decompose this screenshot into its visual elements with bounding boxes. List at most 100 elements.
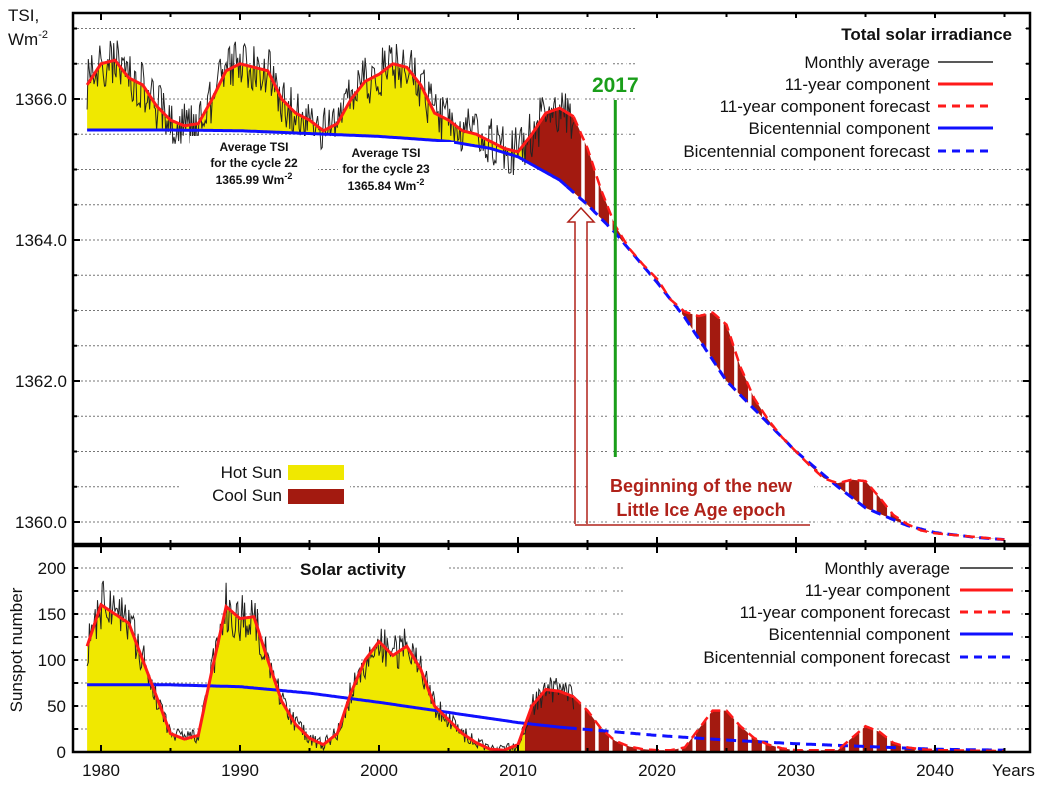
hot-cool-legend: Hot Sun Cool Sun — [180, 458, 350, 508]
tsi-ytick-label: 1360.0 — [15, 513, 67, 532]
tsi-forecast-stripe — [998, 13, 1002, 544]
tsi-legend: Total solar irradiance Monthly average 11… — [640, 18, 1025, 164]
tsi-forecast-stripe — [831, 13, 835, 544]
xtick-label: 2030 — [777, 761, 815, 780]
lia-label-line1: Beginning of the new — [610, 476, 793, 496]
tsi-forecast-stripe — [970, 13, 974, 544]
tsi-forecast-stripe — [622, 13, 627, 544]
tsi-ylabel-line2: Wm-2 — [8, 29, 48, 49]
hot-sun-label: Hot Sun — [221, 463, 282, 482]
legend-label: 11-year component forecast — [740, 603, 951, 622]
sunspot-eleven-year-line — [85, 602, 575, 752]
sunspot-forecast-stripe — [622, 546, 627, 752]
tsi-ytick-label: 1362.0 — [15, 372, 67, 391]
tsi-forecast-stripe — [664, 13, 669, 544]
tsi-bicentennial-line — [87, 128, 568, 188]
cycle23-value: 1365.84 Wm-2 — [348, 177, 425, 193]
tsi-forecast-stripe — [775, 13, 780, 544]
tsi-forecast-stripe — [609, 13, 613, 544]
sunspot-bicentennial-forecast-line — [566, 726, 1005, 752]
legend-label: Monthly average — [824, 559, 950, 578]
tsi-forecast-stripe — [720, 13, 724, 544]
tsi-forecast-stripe — [803, 13, 808, 544]
tsi-forecast-stripe — [789, 13, 794, 544]
xtick-label: 2020 — [638, 761, 676, 780]
legend-label: Bicentennial component — [749, 119, 931, 138]
sunspot-forecast-stripe — [595, 546, 599, 752]
cool-sun-swatch — [288, 489, 344, 504]
sunspot-ytick-label: 50 — [47, 697, 66, 716]
x-axis-label: Years — [992, 761, 1035, 780]
tsi-forecast-stripe — [887, 13, 891, 544]
tsi-plot-area — [85, 13, 1016, 544]
cycle22-line2: for the cycle 22 — [210, 156, 298, 170]
sunspot-title: Solar activity — [300, 560, 406, 579]
tsi-eleven-year-line — [85, 58, 575, 154]
cycle22-value: 1365.99 Wm-2 — [216, 171, 293, 187]
lia-arrow — [566, 206, 814, 526]
xtick-label: 2000 — [360, 761, 398, 780]
tsi-monthly-average-line — [86, 40, 575, 176]
cycle23-line1: Average TSI — [352, 146, 421, 160]
sunspot-forecast-stripe — [581, 546, 585, 752]
sunspot-ytick-label: 0 — [57, 743, 66, 762]
sunspot-ylabel: Sunspot number — [7, 587, 26, 712]
tsi-ytick-label: 1364.0 — [15, 231, 67, 250]
legend-label: Bicentennial component forecast — [683, 142, 930, 161]
tsi-frame — [71, 11, 1032, 546]
sunspot-hot-sun-fill — [87, 604, 525, 752]
tsi-forecast-stripe — [914, 13, 919, 544]
tsi-forecast-stripe — [928, 13, 933, 544]
tsi-forecast-stripe — [1012, 13, 1016, 544]
tsi-title: Total solar irradiance — [841, 25, 1012, 44]
sunspot-ytick-label: 200 — [38, 559, 66, 578]
sunspot-bicentennial-line — [87, 683, 567, 730]
tsi-forecast-stripe — [748, 13, 752, 544]
tsi-forecast-stripe — [761, 13, 766, 544]
sunspot-forecast-stripe — [609, 546, 613, 752]
tsi-forecast-stripe — [845, 13, 849, 544]
tsi-forecast-stripe — [873, 13, 877, 544]
tsi-forecast-stripe — [595, 13, 599, 544]
lia-label-line2: Little Ice Age epoch — [616, 500, 785, 520]
sunspot-legend: Solar activity Monthly average 11-year co… — [292, 557, 1020, 669]
legend-label: 11-year component — [785, 75, 930, 94]
tsi-forecast-stripe — [650, 13, 655, 544]
sunspot-frame — [71, 544, 1032, 754]
tsi-forecast-stripe — [678, 13, 683, 544]
tsi-forecast-stripe — [942, 13, 947, 544]
cycle22-line1: Average TSI — [220, 140, 289, 154]
xtick-label: 2040 — [916, 761, 954, 780]
tsi-forecast-stripe — [692, 13, 696, 544]
tsi-forecast-stripe — [734, 13, 738, 544]
cycle23-annotation: Average TSI for the cycle 23 1365.84 Wm-… — [338, 142, 454, 194]
tsi-eleven-year-forecast-line — [572, 116, 1005, 541]
tsi-forecast-stripe — [984, 13, 988, 544]
cycle22-annotation: Average TSI for the cycle 22 1365.99 Wm-… — [190, 136, 318, 188]
legend-label: Monthly average — [804, 53, 930, 72]
cool-sun-label: Cool Sun — [212, 486, 282, 505]
xtick-label: 1980 — [82, 761, 120, 780]
legend-label: 11-year component — [805, 581, 950, 600]
tsi-forecast-stripe — [859, 13, 863, 544]
tsi-ytick-label: 1366.0 — [15, 90, 67, 109]
tsi-ylabel-line1: TSI, — [8, 6, 39, 25]
cycle23-line2: for the cycle 23 — [342, 162, 430, 176]
tsi-forecast-stripe — [900, 13, 905, 544]
tsi-forecast-stripe — [956, 13, 961, 544]
legend-label: 11-year component forecast — [720, 97, 931, 116]
axes — [71, 11, 1032, 754]
tsi-forecast-stripe — [636, 13, 641, 544]
tsi-forecast-stripe — [706, 13, 710, 544]
xtick-label: 2010 — [499, 761, 537, 780]
tsi-forecast-stripe — [581, 13, 585, 544]
sunspot-ytick-label: 100 — [38, 651, 66, 670]
tsi-forecast-stripe — [817, 13, 822, 544]
tsi-cool-sun-fill — [525, 108, 1005, 540]
legend-label: Bicentennial component — [769, 625, 951, 644]
legend-label: Bicentennial component forecast — [703, 648, 950, 667]
sunspot-ytick-label: 150 — [38, 605, 66, 624]
hot-sun-swatch — [288, 465, 344, 480]
xtick-label: 1990 — [221, 761, 259, 780]
